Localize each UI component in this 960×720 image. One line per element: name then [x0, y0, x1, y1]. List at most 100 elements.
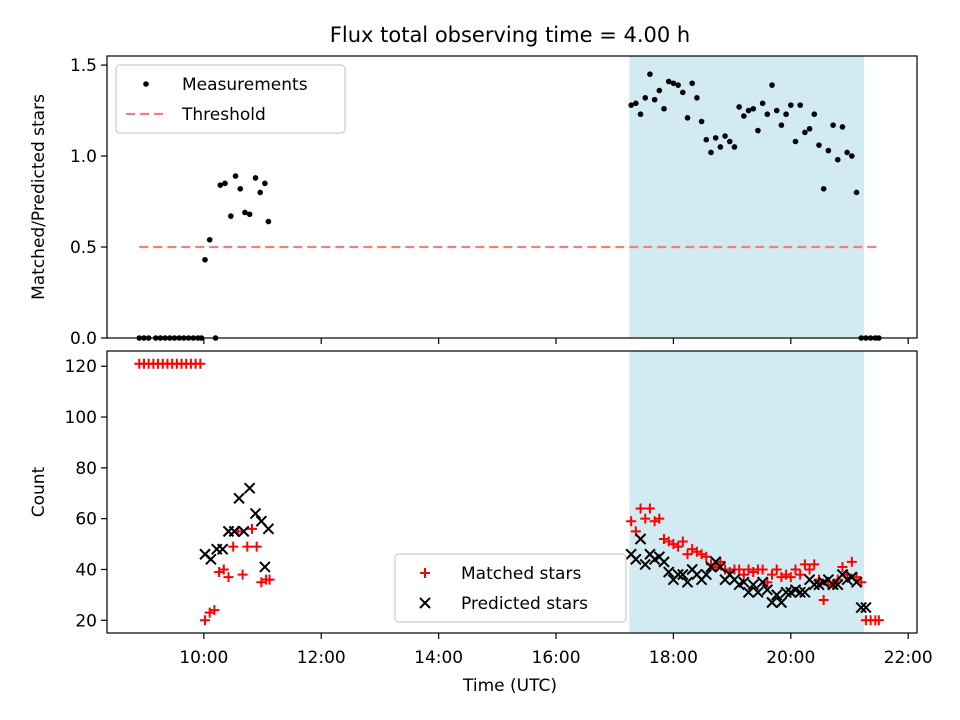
legend-label: Predicted stars: [461, 594, 588, 614]
data-point: [799, 559, 810, 570]
data-point: [237, 186, 244, 192]
data-point: [661, 105, 667, 112]
data-point: [785, 572, 796, 583]
data-point: [741, 113, 747, 119]
data-point: [736, 104, 742, 110]
data-point: [195, 358, 206, 369]
data-point: [264, 574, 275, 585]
data-point: [809, 559, 820, 570]
data-point: [792, 138, 799, 145]
data-point: [700, 568, 712, 581]
data-point: [246, 523, 257, 534]
data-point: [873, 615, 884, 626]
data-point: [242, 209, 248, 216]
data-point: [714, 561, 727, 573]
x-tick-label: 18:00: [649, 648, 698, 668]
data-point: [703, 136, 710, 143]
data-point: [635, 503, 646, 514]
data-point: [644, 503, 655, 514]
data-point: [795, 569, 806, 580]
axes-frame: [106, 55, 918, 339]
data-point: [233, 492, 245, 505]
data-point: [237, 569, 248, 580]
count-panel: 20 40 60 80 100 120 10:00 12:00 14:00 16:00 18:00 2…: [29, 350, 933, 668]
data-point: [681, 576, 694, 588]
data-point: [808, 579, 820, 591]
data-point: [850, 576, 863, 588]
data-point: [717, 144, 724, 150]
legend: Measurements Threshold: [115, 64, 346, 134]
y-tick-label: 40: [75, 560, 97, 580]
axes-frame: [106, 350, 918, 634]
data-point: [734, 564, 745, 575]
data-point: [672, 568, 684, 581]
data-point: [775, 596, 788, 609]
legend-label: Measurements: [182, 75, 308, 95]
data-point: [677, 568, 689, 581]
data-point: [773, 107, 780, 114]
data-point: [689, 80, 695, 87]
data-point: [682, 549, 693, 560]
chart-title: Flux total observing time = 4.00 h: [330, 23, 690, 47]
y-axis-label: Count: [29, 466, 49, 517]
data-point: [639, 558, 651, 571]
data-point: [206, 236, 213, 243]
x-tick-label: 10:00: [179, 648, 228, 668]
data-point: [228, 525, 241, 538]
legend-frame: [394, 553, 627, 623]
legend-frame: [115, 64, 346, 134]
data-point: [238, 525, 250, 538]
data-point: [761, 584, 774, 596]
data-point: [701, 551, 712, 562]
data-point: [783, 111, 789, 118]
data-point: [769, 82, 775, 88]
data-point: [218, 564, 229, 575]
series-matched-stars: [134, 358, 884, 626]
x-tick-label: 22:00: [884, 648, 933, 668]
legend-marker: [420, 568, 430, 578]
series-measurements: [136, 71, 882, 341]
data-point: [804, 564, 815, 575]
series-predicted-stars: [199, 482, 872, 614]
data-point: [633, 100, 639, 107]
data-point: [677, 536, 688, 547]
data-point: [771, 564, 782, 575]
data-point: [811, 111, 818, 118]
y-axis-label: Matched/Predicted stars: [29, 94, 49, 300]
data-point: [665, 78, 672, 85]
data-point: [265, 218, 272, 225]
data-point: [752, 586, 764, 599]
data-point: [675, 82, 681, 88]
data-point: [698, 118, 705, 125]
data-point: [708, 149, 714, 156]
y-tick-label: 0.5: [70, 238, 97, 258]
data-point: [262, 180, 268, 187]
data-point: [637, 111, 644, 118]
data-point: [853, 189, 860, 196]
data-point: [223, 572, 234, 583]
x-tick-label: 12:00: [297, 648, 346, 668]
data-point: [216, 543, 229, 555]
data-point: [217, 182, 224, 188]
data-point: [626, 516, 637, 527]
data-point: [726, 138, 733, 145]
data-point: [855, 601, 867, 614]
data-point: [780, 586, 792, 599]
data-point: [640, 513, 651, 524]
observing-interval-shade: [629, 56, 865, 338]
data-point: [642, 95, 649, 101]
data-point: [816, 142, 822, 148]
x-tick-label: 20:00: [766, 648, 815, 668]
data-point: [818, 594, 829, 605]
data-point: [654, 513, 665, 524]
data-point: [802, 129, 808, 136]
data-point: [684, 115, 691, 121]
x-tick-label: 14:00: [414, 648, 463, 668]
data-point: [259, 561, 271, 573]
data-point: [794, 586, 806, 599]
ratio-panel: 0.0 0.5 1.0 1.5 Matched/Predicted stars Measu…: [29, 55, 918, 349]
data-point: [778, 122, 785, 128]
x-tick-label: 16:00: [532, 648, 581, 668]
legend: Matched stars Predicted stars: [394, 553, 627, 623]
